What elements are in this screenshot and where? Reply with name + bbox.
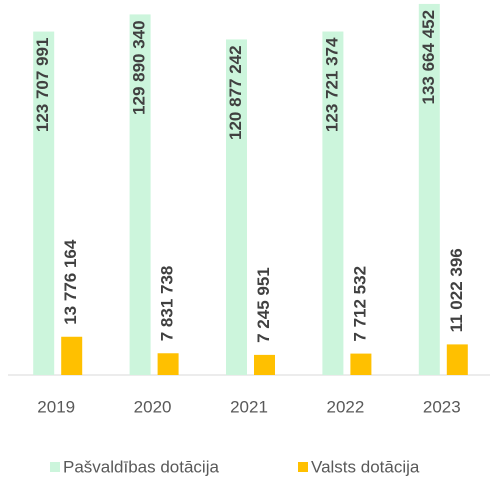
bar	[33, 31, 55, 376]
bar	[418, 3, 440, 376]
bar	[254, 354, 275, 375]
data-label: 7 712 532	[350, 266, 369, 342]
data-label: 123 707 991	[33, 38, 52, 133]
bar	[61, 336, 83, 375]
data-label: 129 890 340	[130, 20, 149, 115]
bar	[350, 353, 372, 375]
data-label: 11 022 396	[447, 248, 466, 332]
x-tick-label: 2022	[326, 397, 364, 416]
x-tick-label: 2023	[423, 397, 461, 416]
data-label: 7 831 738	[158, 266, 177, 342]
x-tick-label: 2019	[37, 397, 75, 416]
legend-swatch	[298, 462, 308, 472]
bar	[226, 39, 247, 375]
bar	[446, 344, 468, 375]
data-label: 7 245 951	[254, 267, 273, 343]
bar	[129, 14, 151, 376]
data-label: 13 776 164	[61, 239, 80, 325]
bar	[322, 31, 344, 375]
data-label: 133 664 452	[419, 10, 438, 105]
legend-swatch	[50, 462, 60, 472]
x-tick-label: 2021	[230, 397, 268, 416]
data-label: 123 721 374	[322, 37, 341, 132]
data-label: 120 877 242	[226, 45, 245, 140]
bar	[157, 353, 179, 375]
x-tick-label: 2020	[134, 397, 172, 416]
legend-label: Pašvaldības dotācija	[63, 457, 219, 476]
legend-label: Valsts dotācija	[311, 457, 420, 476]
